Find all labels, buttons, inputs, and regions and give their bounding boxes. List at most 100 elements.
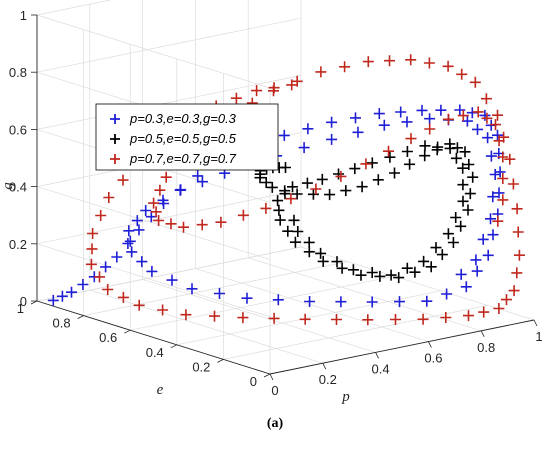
g-tick-label: 0	[20, 294, 27, 309]
data-point	[148, 197, 160, 209]
data-point	[456, 68, 468, 80]
e-tick-mark	[30, 300, 38, 305]
side-grid-line	[36, 14, 271, 89]
tick-labels: 00.20.40.60.8100.20.40.60.8100.20.40.60.…	[9, 8, 543, 398]
data-point	[230, 92, 242, 104]
data-point	[47, 294, 59, 306]
data-point	[347, 264, 359, 276]
data-point	[447, 237, 459, 248]
e-tick-label: 0.2	[192, 359, 210, 374]
e-tick-mark	[124, 329, 131, 334]
data-point	[87, 228, 99, 239]
data-point	[117, 291, 129, 303]
data-point	[478, 306, 490, 318]
legend-marker-2	[110, 134, 120, 144]
data-point	[117, 174, 129, 186]
data-point	[436, 249, 448, 261]
data-point	[180, 309, 192, 321]
data-point	[103, 192, 115, 203]
data-point	[289, 236, 301, 248]
floor-grid-line	[195, 268, 429, 342]
data-point	[497, 194, 509, 206]
p-tick-mark	[269, 373, 274, 381]
data-point	[457, 162, 469, 174]
data-point	[165, 218, 177, 230]
p-axis-line	[269, 319, 535, 375]
data-point	[464, 188, 476, 200]
data-point	[482, 249, 494, 261]
data-point	[477, 233, 489, 245]
p-tick-mark	[322, 363, 327, 370]
p-tick-label: 0.2	[319, 372, 337, 387]
data-point	[494, 166, 506, 178]
data-point	[268, 312, 280, 324]
data-markers	[47, 54, 525, 326]
data-point	[157, 194, 169, 206]
data-point	[279, 188, 291, 200]
data-point	[335, 296, 347, 308]
data-point	[122, 238, 134, 249]
data-point	[304, 296, 316, 307]
data-point	[336, 262, 348, 274]
e-tick-mark	[77, 315, 84, 319]
g-tick-label: 0.6	[9, 122, 27, 137]
data-point	[154, 184, 166, 196]
data-point	[405, 133, 417, 145]
data-point	[511, 267, 523, 279]
legend-label-2: p=0.5,e=0.5,g=0.5	[129, 131, 237, 146]
p-tick-mark	[533, 319, 538, 327]
data-point	[303, 246, 315, 258]
data-point	[331, 256, 343, 268]
p-tick-mark	[375, 352, 379, 359]
data-point	[292, 226, 304, 237]
data-point	[196, 219, 208, 231]
data-point	[497, 173, 509, 184]
data-point	[384, 55, 395, 67]
data-point	[493, 303, 505, 314]
back-grid-line	[36, 0, 113, 16]
data-point	[492, 109, 503, 121]
3d-scatter-plot: 00.20.40.60.8100.20.40.60.8100.20.40.60.…	[0, 0, 543, 405]
data-point	[133, 299, 145, 311]
legend-label-1: p=0.3,e=0.3,g=0.3	[129, 111, 237, 126]
data-point	[470, 254, 482, 266]
data-point	[146, 265, 158, 277]
data-point	[378, 119, 390, 131]
floor-grid-line	[83, 261, 348, 316]
data-point	[457, 195, 469, 207]
data-point	[481, 112, 493, 124]
floor-grid-line	[142, 279, 376, 353]
data-point	[150, 206, 162, 218]
data-point	[362, 56, 374, 68]
legend-entry: p=0.5,e=0.5,g=0.5	[110, 131, 237, 146]
data-point	[401, 262, 413, 274]
data-point	[421, 295, 433, 307]
p-tick-label: 1	[535, 329, 542, 344]
data-point	[196, 176, 208, 188]
data-point	[356, 181, 368, 193]
data-point	[94, 271, 105, 283]
data-point	[405, 54, 417, 66]
data-point	[360, 158, 372, 170]
data-point	[124, 235, 136, 247]
data-point	[463, 310, 474, 322]
p-tick-mark	[428, 341, 432, 348]
data-point	[160, 171, 172, 183]
e-tick-label: 0	[250, 374, 257, 389]
data-point	[425, 261, 437, 273]
data-point	[435, 104, 447, 116]
data-point	[349, 163, 361, 175]
data-point	[214, 288, 225, 299]
data-point	[444, 142, 456, 154]
e-tick-mark	[217, 359, 224, 363]
data-point	[442, 228, 454, 240]
x-axis-label: p	[341, 389, 350, 405]
legend-entry: p=0.3,e=0.3,g=0.3	[110, 111, 237, 126]
data-point	[350, 112, 361, 124]
data-point	[315, 66, 327, 78]
data-point	[77, 279, 89, 290]
data-point	[490, 119, 501, 131]
data-point	[493, 187, 505, 199]
floor-grid-line	[130, 275, 395, 331]
data-point	[315, 247, 327, 259]
